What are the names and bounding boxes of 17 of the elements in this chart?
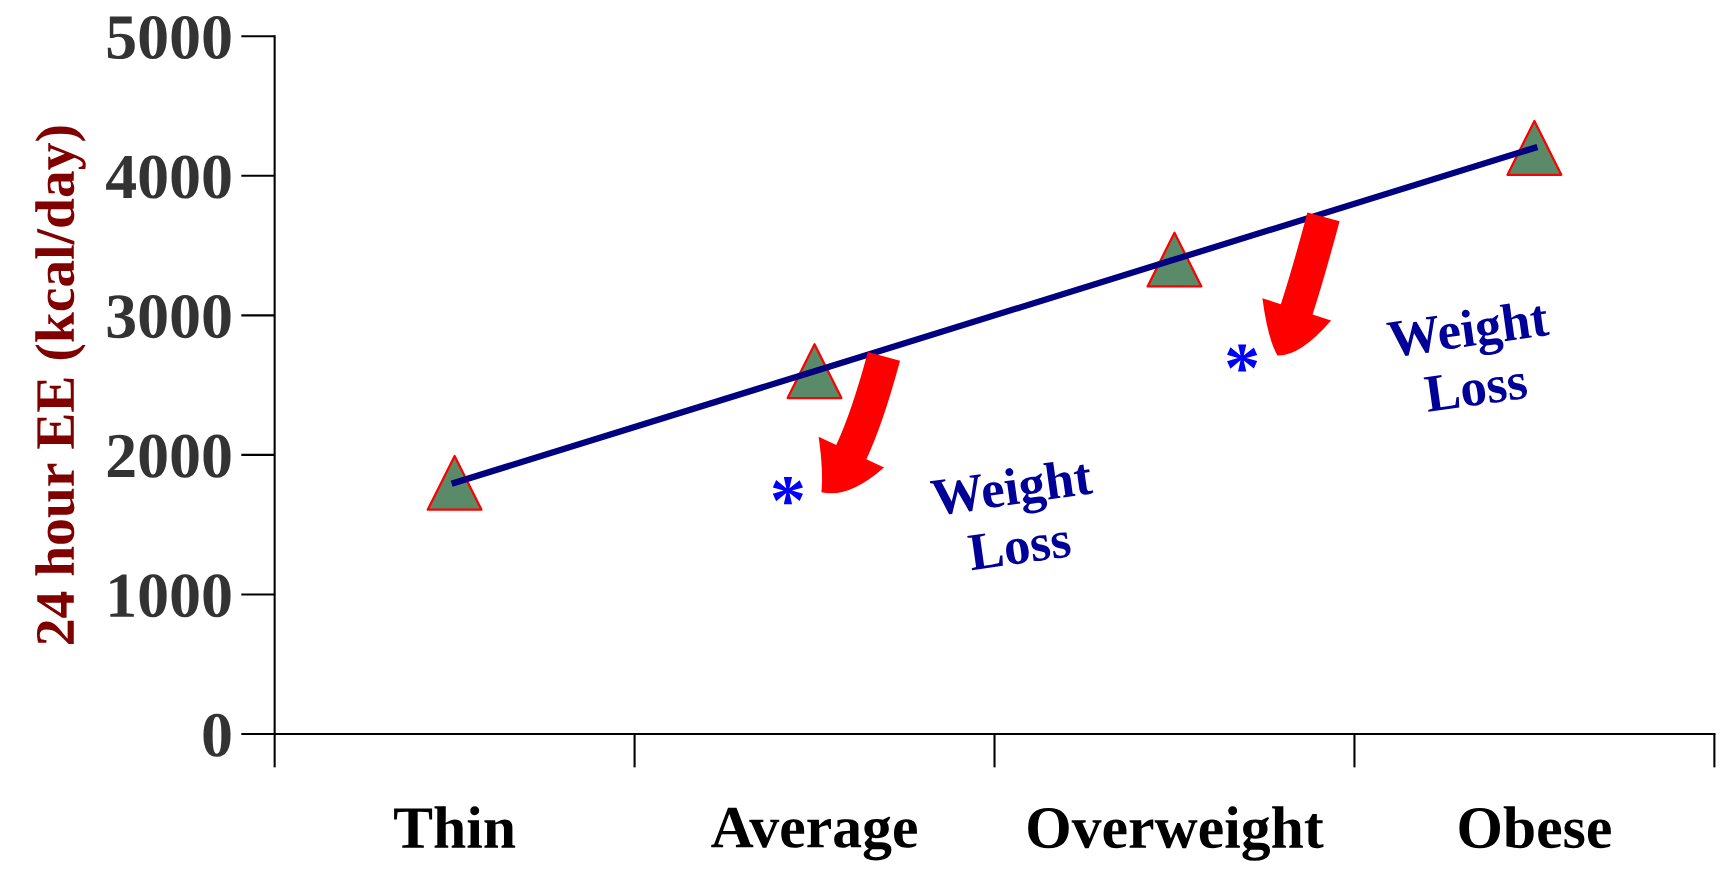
y-tick-label: 2000: [107, 434, 231, 478]
y-tick-label: 1000: [110, 574, 231, 618]
annotation: Weight Loss: [1385, 298, 1552, 413]
y-tick-label: 5000: [107, 15, 231, 60]
y-tick-label: 4000: [106, 155, 231, 199]
point: [426, 454, 483, 511]
x-tick-label: Obese: [1459, 806, 1611, 849]
x-tick-label: Overweight: [1028, 806, 1324, 861]
annotation: *: [1227, 344, 1258, 372]
y-axis-title: 24 hour EE (kcal/day): [35, 126, 86, 644]
point: [1506, 119, 1563, 176]
annotation: Weight Loss: [929, 456, 1095, 571]
annotation: *: [772, 476, 803, 505]
x-tick-label: Thin: [394, 806, 516, 848]
y-tick-label: 3000: [107, 295, 231, 339]
x-tick-label: Average: [711, 807, 917, 861]
y-tick-label: 0: [203, 713, 231, 757]
